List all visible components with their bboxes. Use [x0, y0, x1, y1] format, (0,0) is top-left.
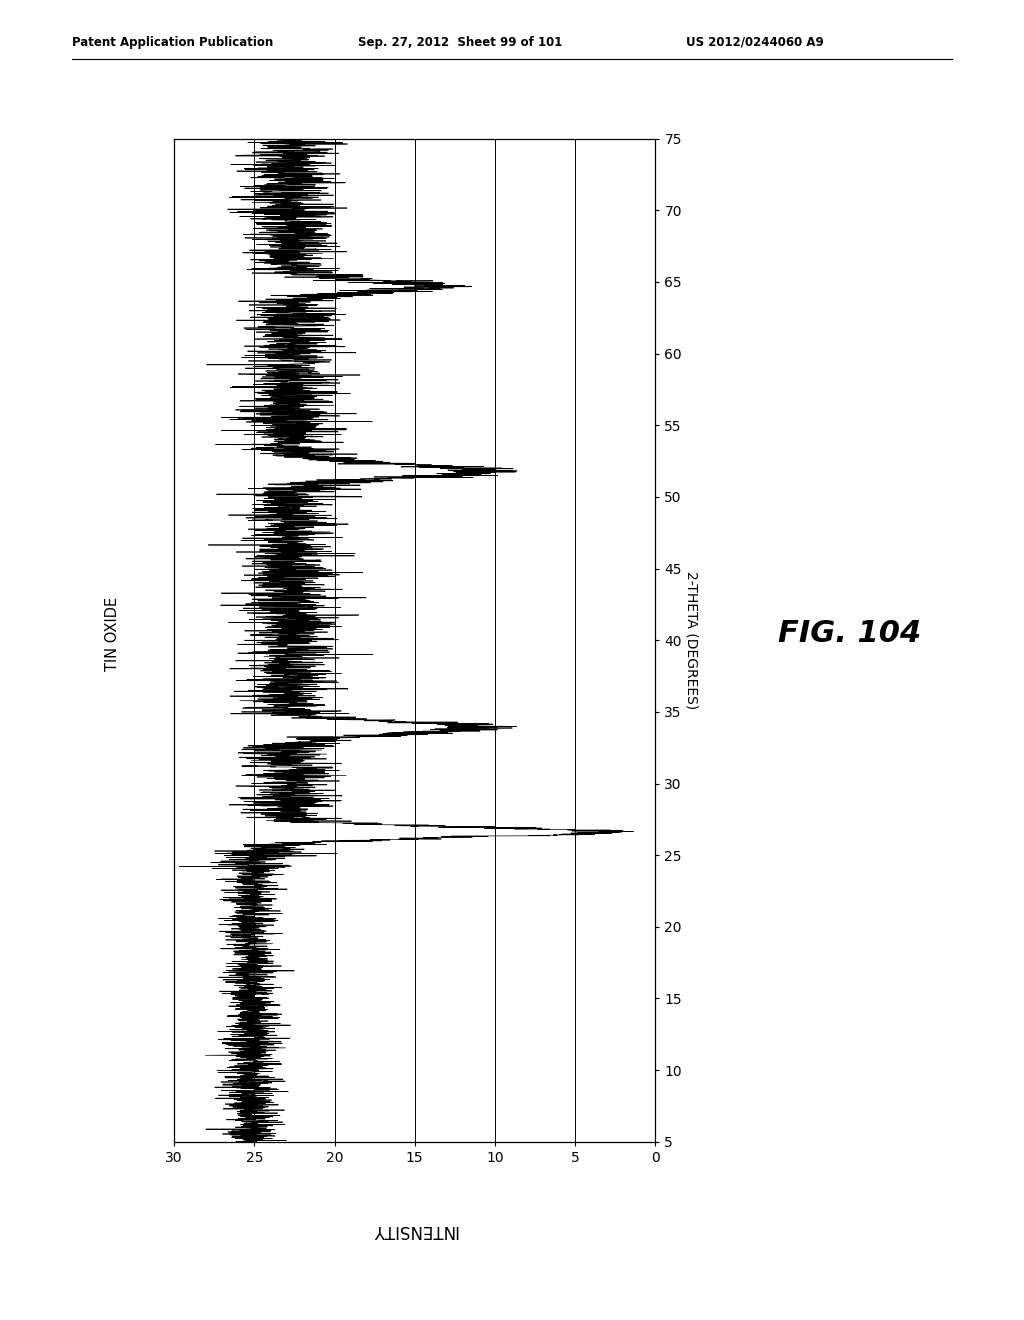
Text: FIG. 104: FIG. 104	[778, 619, 922, 648]
Text: Patent Application Publication: Patent Application Publication	[72, 36, 273, 49]
Y-axis label: 2-THETA (DEGREES): 2-THETA (DEGREES)	[685, 572, 698, 709]
Text: INTENSITY: INTENSITY	[372, 1221, 458, 1239]
Text: Sep. 27, 2012  Sheet 99 of 101: Sep. 27, 2012 Sheet 99 of 101	[358, 36, 563, 49]
Text: US 2012/0244060 A9: US 2012/0244060 A9	[686, 36, 824, 49]
Text: TIN OXIDE: TIN OXIDE	[105, 597, 120, 671]
